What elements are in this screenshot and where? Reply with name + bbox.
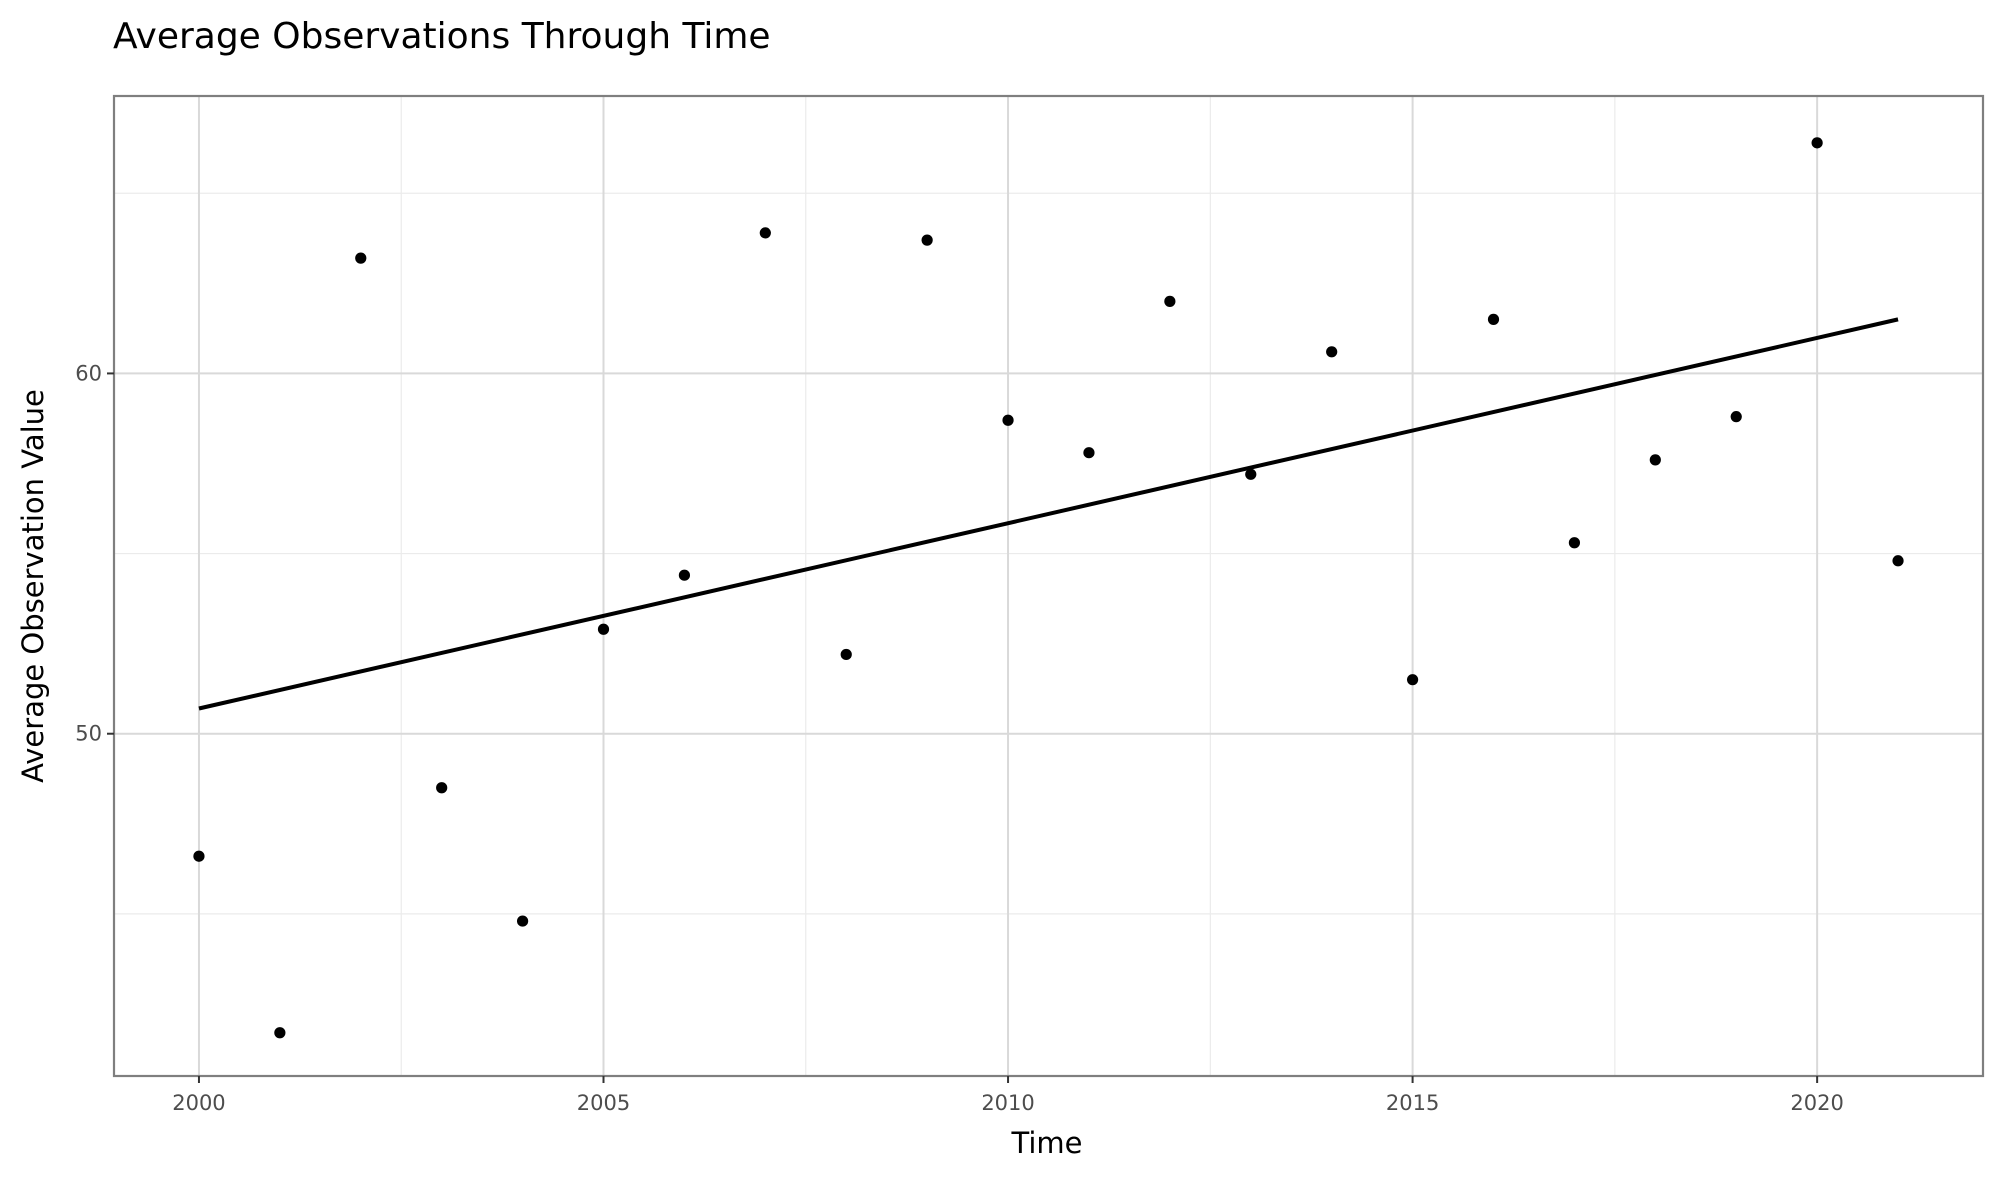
data-point [597, 623, 610, 635]
data-point [193, 850, 205, 862]
y-tick-label: 60 [75, 361, 102, 385]
chart-title: Average Observations Through Time [113, 16, 771, 57]
plot-panel [112, 94, 1985, 1078]
data-point [1326, 346, 1338, 358]
x-tick-label: 2015 [1386, 1091, 1439, 1115]
x-tick-label: 2020 [1790, 1091, 1843, 1115]
data-point [759, 227, 771, 239]
points-layer [193, 137, 1904, 1039]
data-point [678, 569, 691, 581]
y-axis-title: Average Observation Value [16, 389, 50, 783]
data-point [355, 252, 367, 264]
plot-panel-background [114, 96, 1983, 1076]
x-tick-label: 2010 [981, 1091, 1034, 1115]
minor-gridlines [114, 96, 1983, 1076]
y-axis: 50 60 [75, 361, 114, 746]
data-point [1568, 537, 1581, 549]
x-tick-label: 2000 [172, 1091, 225, 1115]
x-tick-label: 2005 [577, 1091, 630, 1115]
trend-line [198, 317, 1899, 711]
data-point [1083, 447, 1095, 459]
data-point [1245, 468, 1257, 480]
data-point [921, 234, 933, 246]
data-point [1892, 555, 1904, 567]
data-point [1406, 674, 1419, 686]
data-point [1164, 295, 1176, 307]
data-point [1811, 137, 1823, 149]
data-point [1649, 454, 1661, 466]
major-gridlines [114, 96, 1983, 1076]
x-axis: 2000 2005 2010 2015 2020 [172, 1076, 1844, 1115]
plot-panel-border [112, 94, 1985, 1078]
data-point [516, 915, 529, 927]
x-axis-title: Time [1011, 1126, 1083, 1160]
data-point [436, 782, 448, 794]
data-point [1487, 313, 1500, 325]
data-point [840, 648, 852, 661]
data-point [274, 1027, 286, 1039]
trend-line-layer [198, 317, 1899, 711]
y-tick-label: 50 [75, 722, 102, 746]
data-point [1730, 411, 1742, 423]
data-point [1002, 414, 1014, 426]
